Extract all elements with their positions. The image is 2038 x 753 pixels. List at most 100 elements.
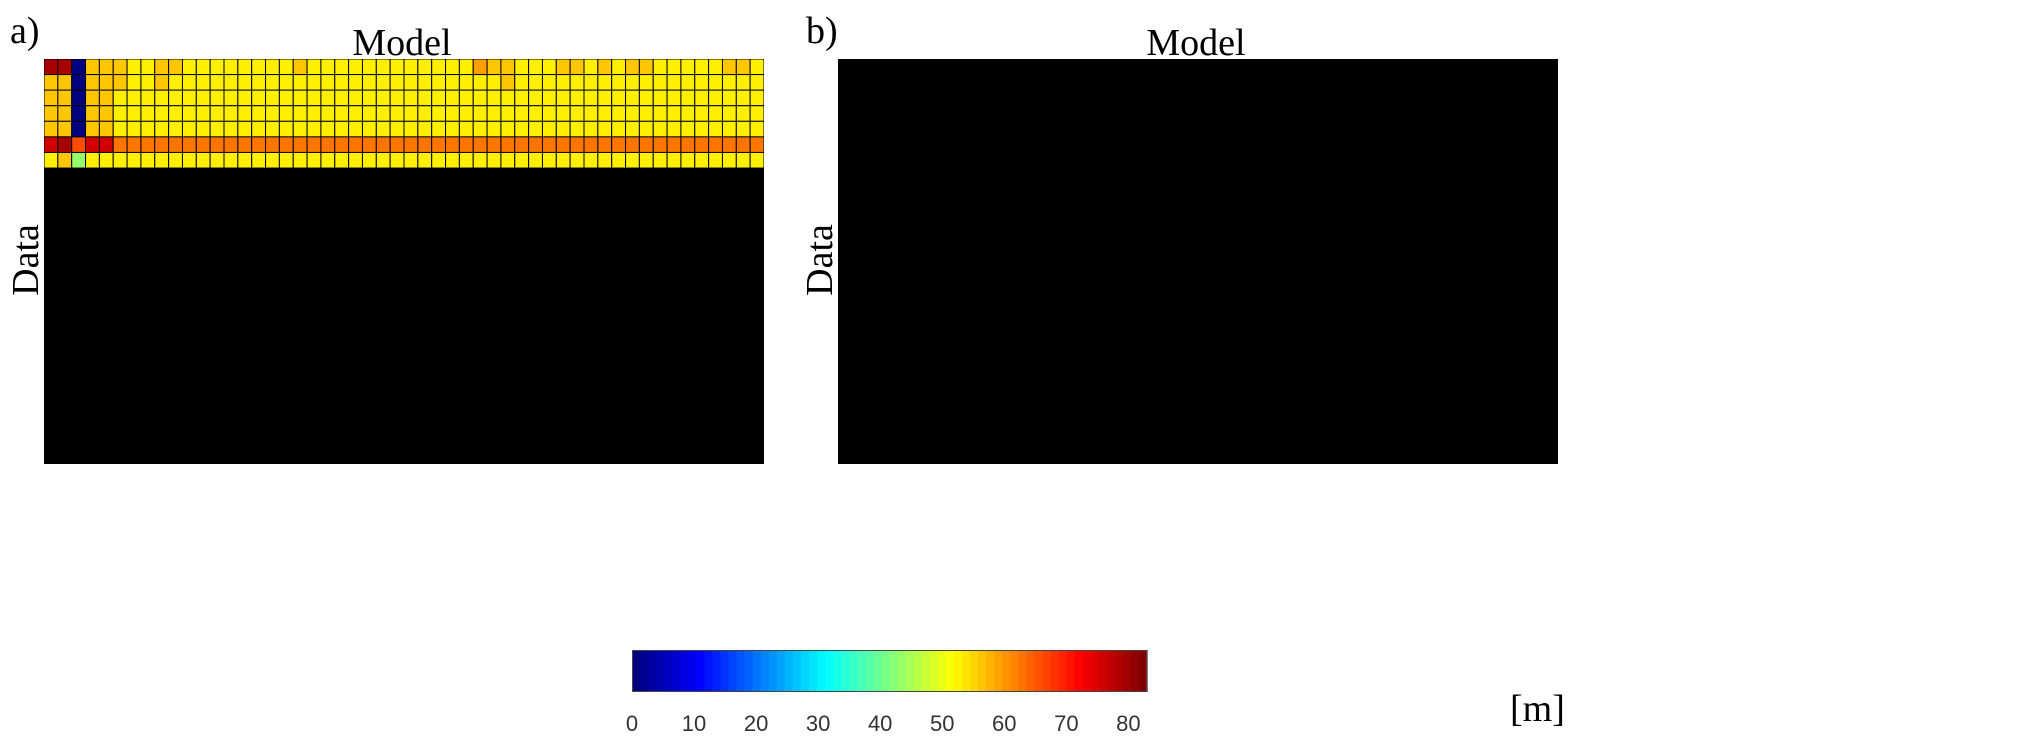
heatmap-cell: [528, 74, 543, 91]
heatmap-cell: [237, 59, 253, 76]
heatmap-cell: [638, 59, 654, 76]
colorbar-swatch: [817, 650, 826, 692]
heatmap-cell: [417, 74, 433, 91]
heatmap-cell: [486, 151, 502, 169]
heatmap-cell: [431, 105, 447, 122]
heatmap-cell: [472, 120, 488, 138]
heatmap-cell: [375, 105, 391, 122]
heatmap-cell: [98, 74, 114, 91]
heatmap-cell: [140, 151, 156, 169]
heatmap-cell: [140, 89, 156, 107]
heatmap-cell: [472, 59, 488, 76]
heatmap-cell: [625, 89, 640, 107]
heatmap-cell: [611, 120, 627, 138]
heatmap-cell: [625, 136, 640, 153]
colorbar-swatch: [921, 650, 931, 692]
heatmap-cell: [749, 151, 764, 169]
heatmap-cell: [292, 74, 308, 91]
heatmap-cell: [694, 120, 710, 138]
colorbar-swatch: [1114, 650, 1124, 692]
heatmap-cell: [486, 136, 502, 153]
heatmap-cell: [237, 151, 253, 169]
colorbar: [632, 650, 1148, 692]
heatmap-cell: [708, 89, 723, 107]
heatmap-cell: [195, 59, 211, 76]
heatmap-cell: [195, 151, 211, 169]
heatmap-cell: [237, 89, 253, 107]
heatmap-cell: [209, 136, 225, 153]
heatmap-cell: [541, 151, 557, 169]
heatmap-cell: [44, 59, 59, 76]
heatmap-cell: [583, 74, 599, 91]
heatmap-cell: [57, 74, 73, 91]
heatmap-cell: [417, 105, 433, 122]
heatmap-cell: [265, 120, 280, 138]
heatmap-cell: [306, 151, 322, 169]
colorbar-swatch: [929, 650, 939, 692]
heatmap-cell: [71, 74, 87, 91]
heatmap-cell: [445, 120, 460, 138]
heatmap-cell: [638, 120, 654, 138]
heatmap-cell: [694, 74, 710, 91]
heatmap-cell: [320, 136, 336, 153]
heatmap-cell: [666, 89, 682, 107]
heatmap-cell: [320, 151, 336, 169]
heatmap-cell: [209, 89, 225, 107]
heatmap-cell: [237, 74, 253, 91]
heatmap-cell: [195, 74, 211, 91]
heatmap-cell: [278, 59, 294, 76]
heatmap-cell: [71, 120, 87, 138]
heatmap-cell: [680, 59, 696, 76]
colorbar-swatch: [849, 650, 858, 692]
heatmap-cell: [555, 59, 571, 76]
heatmap-cell: [375, 136, 391, 153]
heatmap-cell: [181, 151, 197, 169]
heatmap-cell: [403, 89, 419, 107]
heatmap-cell: [361, 89, 377, 107]
heatmap-cell: [320, 120, 336, 138]
heatmap-cell: [44, 151, 59, 169]
colorbar-swatch: [1130, 650, 1140, 692]
heatmap-cell: [181, 89, 197, 107]
heatmap-cell: [112, 151, 128, 169]
heatmap-cell: [569, 74, 585, 91]
heatmap-cell: [514, 105, 530, 122]
heatmap-cell: [486, 105, 502, 122]
colorbar-swatch: [1106, 650, 1116, 692]
heatmap-cell: [306, 105, 322, 122]
heatmap-cell: [694, 136, 710, 153]
heatmap-cell: [57, 105, 73, 122]
heatmap-cell: [708, 151, 723, 169]
heatmap-cell: [320, 59, 336, 76]
heatmap-cell: [749, 105, 764, 122]
heatmap-cell: [223, 120, 239, 138]
colorbar-swatch: [736, 650, 746, 692]
heatmap-cell: [638, 89, 654, 107]
heatmap-cell: [375, 89, 391, 107]
heatmap-cell: [348, 120, 363, 138]
colorbar-swatch: [792, 650, 802, 692]
heatmap-cell: [195, 120, 211, 138]
heatmap-cell: [583, 136, 599, 153]
heatmap-cell: [181, 59, 197, 76]
heatmap-cell: [749, 89, 764, 107]
colorbar-swatch: [768, 650, 778, 692]
heatmap-cell: [652, 105, 668, 122]
heatmap-cell: [209, 120, 225, 138]
heatmap-cell: [85, 74, 100, 91]
heatmap-cell: [583, 120, 599, 138]
heatmap-cell: [154, 59, 170, 76]
heatmap-cell: [168, 151, 183, 169]
heatmap-cell: [265, 105, 280, 122]
heatmap-cell: [680, 74, 696, 91]
heatmap-cell: [85, 105, 100, 122]
heatmap-cell: [597, 105, 613, 122]
heatmap-cell: [375, 74, 391, 91]
heatmap-cell: [458, 59, 474, 76]
heatmap-cell: [57, 120, 73, 138]
heatmap-cell: [749, 120, 764, 138]
colorbar-swatch: [664, 650, 673, 692]
heatmap-cell: [168, 120, 183, 138]
heatmap-cell: [680, 89, 696, 107]
heatmap-cell: [638, 151, 654, 169]
